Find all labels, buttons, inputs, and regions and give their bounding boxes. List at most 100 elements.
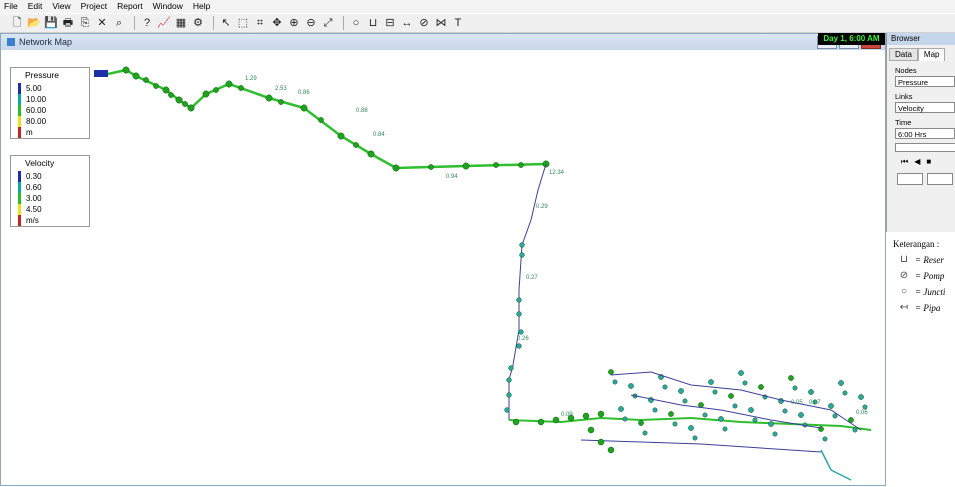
junction-node[interactable] [848, 417, 854, 423]
junction-node[interactable] [516, 311, 522, 317]
copy-icon[interactable]: ⎘ [80, 17, 90, 29]
junction-node[interactable] [672, 421, 678, 427]
junction-node[interactable] [143, 77, 149, 83]
grid-pipe-2[interactable] [630, 394, 822, 429]
junction-node[interactable] [428, 164, 434, 170]
junction-node[interactable] [832, 413, 838, 419]
junction-node[interactable] [265, 94, 273, 102]
junction-node[interactable] [842, 390, 848, 396]
junction-node[interactable] [748, 407, 754, 413]
junction-node[interactable] [768, 421, 774, 427]
junction-node[interactable] [122, 66, 130, 74]
junction-node[interactable] [682, 398, 688, 404]
junction-node[interactable] [238, 85, 244, 91]
junction-node[interactable] [493, 162, 499, 168]
zoom-out-icon[interactable]: ⊖ [306, 17, 316, 29]
main-pipe[interactable] [107, 68, 547, 170]
junction-node[interactable] [858, 394, 864, 400]
menu-report[interactable]: Report [117, 1, 143, 11]
junction-node[interactable] [175, 96, 183, 104]
junction-node[interactable] [337, 132, 345, 140]
junction-node[interactable] [618, 406, 624, 412]
junction-node[interactable] [587, 426, 595, 434]
junction-node[interactable] [367, 150, 375, 158]
junction-icon[interactable]: ○ [352, 17, 360, 29]
junction-node[interactable] [519, 252, 525, 258]
junction-node[interactable] [828, 403, 834, 409]
junction-node[interactable] [318, 117, 324, 123]
table-icon[interactable]: ▦ [175, 17, 187, 29]
map-title-bar[interactable]: Network Map – □ ✕ [1, 34, 885, 50]
junction-node[interactable] [597, 438, 605, 446]
delete-icon[interactable]: ✕ [97, 17, 107, 29]
junction-node[interactable] [678, 388, 684, 394]
junction-node[interactable] [506, 377, 512, 383]
menu-file[interactable]: File [4, 1, 18, 11]
junction-node[interactable] [628, 383, 634, 389]
menu-window[interactable]: Window [152, 1, 183, 11]
reservoir-icon[interactable] [94, 70, 108, 77]
open-icon[interactable]: 📂 [27, 17, 41, 29]
junction-node[interactable] [278, 99, 284, 105]
network-map-svg[interactable]: 1.29 2.53 0.86 0.88 0.84 0.94 12.34 0.29 0.27 0.2… [1, 50, 885, 485]
junction-node[interactable] [792, 385, 798, 391]
menu-help[interactable]: Help [192, 1, 211, 11]
junction-node[interactable] [552, 416, 560, 424]
tab-data[interactable]: Data [889, 48, 918, 61]
time-slider[interactable] [895, 143, 955, 152]
network-map-canvas[interactable]: 1.29 2.53 0.86 0.88 0.84 0.94 12.34 0.29 0.27 0.2… [1, 50, 885, 485]
junction-node[interactable] [622, 416, 628, 422]
graph-icon[interactable]: 📈 [157, 17, 171, 29]
junction-node[interactable] [652, 407, 658, 413]
junction-node[interactable] [688, 425, 694, 431]
junction-node[interactable] [758, 384, 764, 390]
junction-node[interactable] [300, 104, 308, 112]
junction-node[interactable] [742, 380, 748, 386]
junction-node[interactable] [638, 420, 644, 426]
zoom-in-icon[interactable]: ⊕ [289, 17, 299, 29]
junction-node[interactable] [516, 343, 522, 349]
junction-node[interactable] [732, 403, 738, 409]
reservoir-icon[interactable]: ⊔ [368, 17, 378, 29]
junction-node[interactable] [225, 80, 233, 88]
junction-node[interactable] [132, 72, 140, 80]
junction-node[interactable] [718, 416, 724, 422]
junction-node[interactable] [808, 389, 814, 395]
junction-node[interactable] [712, 389, 718, 395]
pipe-icon[interactable]: ↔ [401, 17, 413, 29]
tab-map[interactable]: Map [917, 48, 946, 61]
junction-node[interactable] [752, 417, 758, 423]
junction-node[interactable] [567, 414, 575, 422]
junction-node[interactable] [516, 297, 522, 303]
junction-node[interactable] [202, 90, 210, 98]
junction-node[interactable] [537, 418, 545, 426]
junction-node[interactable] [862, 404, 868, 410]
new-file-icon[interactable]: 🗋 [12, 17, 22, 29]
junction-node[interactable] [607, 446, 615, 454]
junction-node[interactable] [798, 412, 804, 418]
junction-node[interactable] [772, 431, 778, 437]
junction-node[interactable] [504, 407, 510, 413]
time-select[interactable]: 6:00 Hrs [895, 128, 955, 139]
junction-node[interactable] [518, 329, 524, 335]
junction-node[interactable] [182, 101, 188, 107]
junction-node[interactable] [702, 412, 708, 418]
junction-node[interactable] [512, 418, 520, 426]
options-icon[interactable]: ⚙ [193, 17, 203, 29]
pan-icon[interactable]: ✥ [272, 17, 282, 29]
speed-slider-2[interactable] [927, 173, 953, 185]
select-icon[interactable]: ↖ [221, 17, 231, 29]
select-region-icon[interactable]: ⌗ [256, 17, 264, 29]
tail-pipe[interactable] [820, 449, 852, 481]
velocity-legend[interactable]: Velocity 0.30 0.60 3.00 4.50 m/s [10, 155, 90, 227]
junction-node[interactable] [788, 375, 794, 381]
junction-node[interactable] [508, 365, 514, 371]
junction-node[interactable] [392, 164, 400, 172]
junction-node[interactable] [213, 87, 219, 93]
pressure-legend[interactable]: Pressure 5.00 10.00 60.00 80.00 m [10, 67, 90, 139]
valve-icon[interactable]: ⋈ [435, 17, 447, 29]
stop-icon[interactable]: ■ [926, 157, 932, 166]
junction-node[interactable] [582, 412, 590, 420]
junction-node[interactable] [782, 408, 788, 414]
menu-view[interactable]: View [52, 1, 71, 11]
